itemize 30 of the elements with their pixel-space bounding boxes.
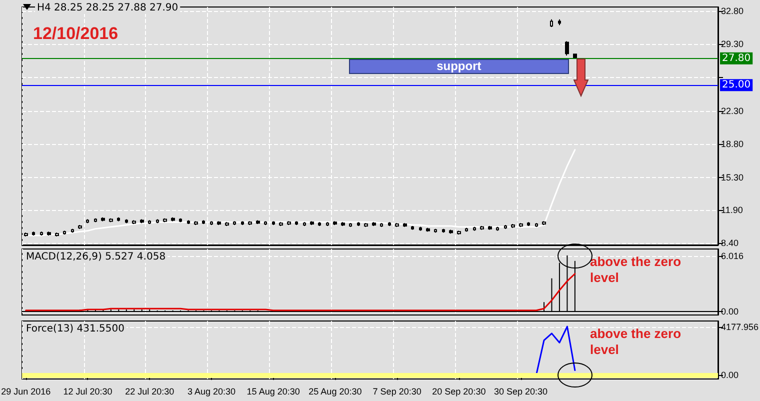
ref-line-label: 25.00	[722, 80, 751, 91]
y-tick-label: 32.80	[721, 6, 744, 16]
y-tick-label: 29.30	[721, 39, 744, 50]
x-tick-label: 20 Sep 20:30	[432, 386, 486, 396]
annotation: 12/10/2016	[33, 24, 118, 43]
x-tick-label: 25 Aug 20:30	[308, 386, 362, 396]
y-tick-label: 4177.956	[721, 322, 759, 332]
x-tick-label: 30 Sep 20:30	[494, 386, 548, 396]
y-tick-label: 15.30	[721, 172, 744, 182]
annotation: support	[436, 59, 482, 74]
x-tick-label: 12 Jul 20:30	[63, 386, 112, 396]
x-tick-label: 22 Jul 20:30	[125, 386, 174, 396]
y-tick-label: 0.00	[721, 370, 739, 380]
annotation: above the zero level	[590, 326, 682, 357]
x-tick-label: 7 Sep 20:30	[372, 386, 422, 396]
y-tick-label: 0.00	[721, 306, 739, 316]
annotation: above the zero level	[590, 254, 682, 285]
chart-title: MACD(12,26,9) 5.527 4.058	[26, 252, 166, 262]
y-tick-label: 6.016	[721, 251, 744, 262]
x-tick-label: 29 Jun 2016	[1, 386, 51, 396]
y-tick-label: 18.80	[721, 139, 744, 150]
y-tick-label: 11.90	[721, 204, 743, 215]
x-tick-label: 3 Aug 20:30	[187, 386, 236, 396]
x-tick-label: 15 Aug 20:30	[246, 386, 300, 396]
chart-title: Force(13) 431.5500	[26, 324, 124, 334]
y-tick-label: 22.30	[721, 106, 744, 116]
y-tick-label: 8.40	[721, 238, 739, 248]
label-box: support	[348, 59, 570, 74]
chart-title: H4 28.25 28.25 27.88 27.90	[37, 2, 178, 14]
ref-line-label: 27.80	[722, 52, 751, 64]
